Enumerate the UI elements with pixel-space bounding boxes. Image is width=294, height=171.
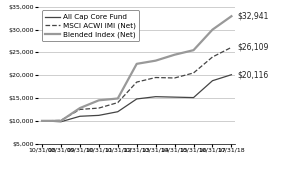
All Cap Core Fund: [192, 97, 195, 99]
Text: $32,941: $32,941: [237, 12, 268, 21]
All Cap Core Fund: [40, 120, 44, 122]
All Cap Core Fund: [173, 96, 176, 98]
Blended Index (Net): [116, 97, 120, 100]
MSCI ACWI IMI (Net): [116, 102, 120, 104]
All Cap Core Fund: [230, 74, 233, 76]
Legend: All Cap Core Fund, MSCI ACWI IMI (Net), Blended Index (Net): All Cap Core Fund, MSCI ACWI IMI (Net), …: [42, 10, 139, 41]
Blended Index (Net): [78, 107, 82, 109]
All Cap Core Fund: [97, 114, 101, 116]
All Cap Core Fund: [78, 115, 82, 117]
Blended Index (Net): [97, 99, 101, 101]
Line: MSCI ACWI IMI (Net): MSCI ACWI IMI (Net): [42, 47, 231, 121]
Line: Blended Index (Net): Blended Index (Net): [42, 16, 231, 121]
Blended Index (Net): [230, 15, 233, 17]
MSCI ACWI IMI (Net): [78, 108, 82, 110]
MSCI ACWI IMI (Net): [154, 76, 157, 78]
MSCI ACWI IMI (Net): [192, 72, 195, 74]
All Cap Core Fund: [116, 111, 120, 113]
Line: All Cap Core Fund: All Cap Core Fund: [42, 75, 231, 122]
All Cap Core Fund: [154, 96, 157, 98]
Blended Index (Net): [154, 60, 157, 62]
MSCI ACWI IMI (Net): [230, 46, 233, 48]
Text: $26,109: $26,109: [237, 43, 268, 52]
All Cap Core Fund: [59, 121, 63, 123]
Text: $20,116: $20,116: [237, 70, 268, 79]
MSCI ACWI IMI (Net): [59, 119, 63, 121]
All Cap Core Fund: [211, 80, 214, 82]
MSCI ACWI IMI (Net): [211, 56, 214, 58]
Blended Index (Net): [59, 120, 63, 122]
MSCI ACWI IMI (Net): [173, 77, 176, 79]
Blended Index (Net): [135, 63, 138, 65]
All Cap Core Fund: [135, 98, 138, 100]
Blended Index (Net): [173, 54, 176, 56]
MSCI ACWI IMI (Net): [135, 81, 138, 83]
MSCI ACWI IMI (Net): [97, 107, 101, 109]
Blended Index (Net): [40, 120, 44, 122]
Blended Index (Net): [211, 29, 214, 31]
MSCI ACWI IMI (Net): [40, 120, 44, 122]
Blended Index (Net): [192, 49, 195, 51]
